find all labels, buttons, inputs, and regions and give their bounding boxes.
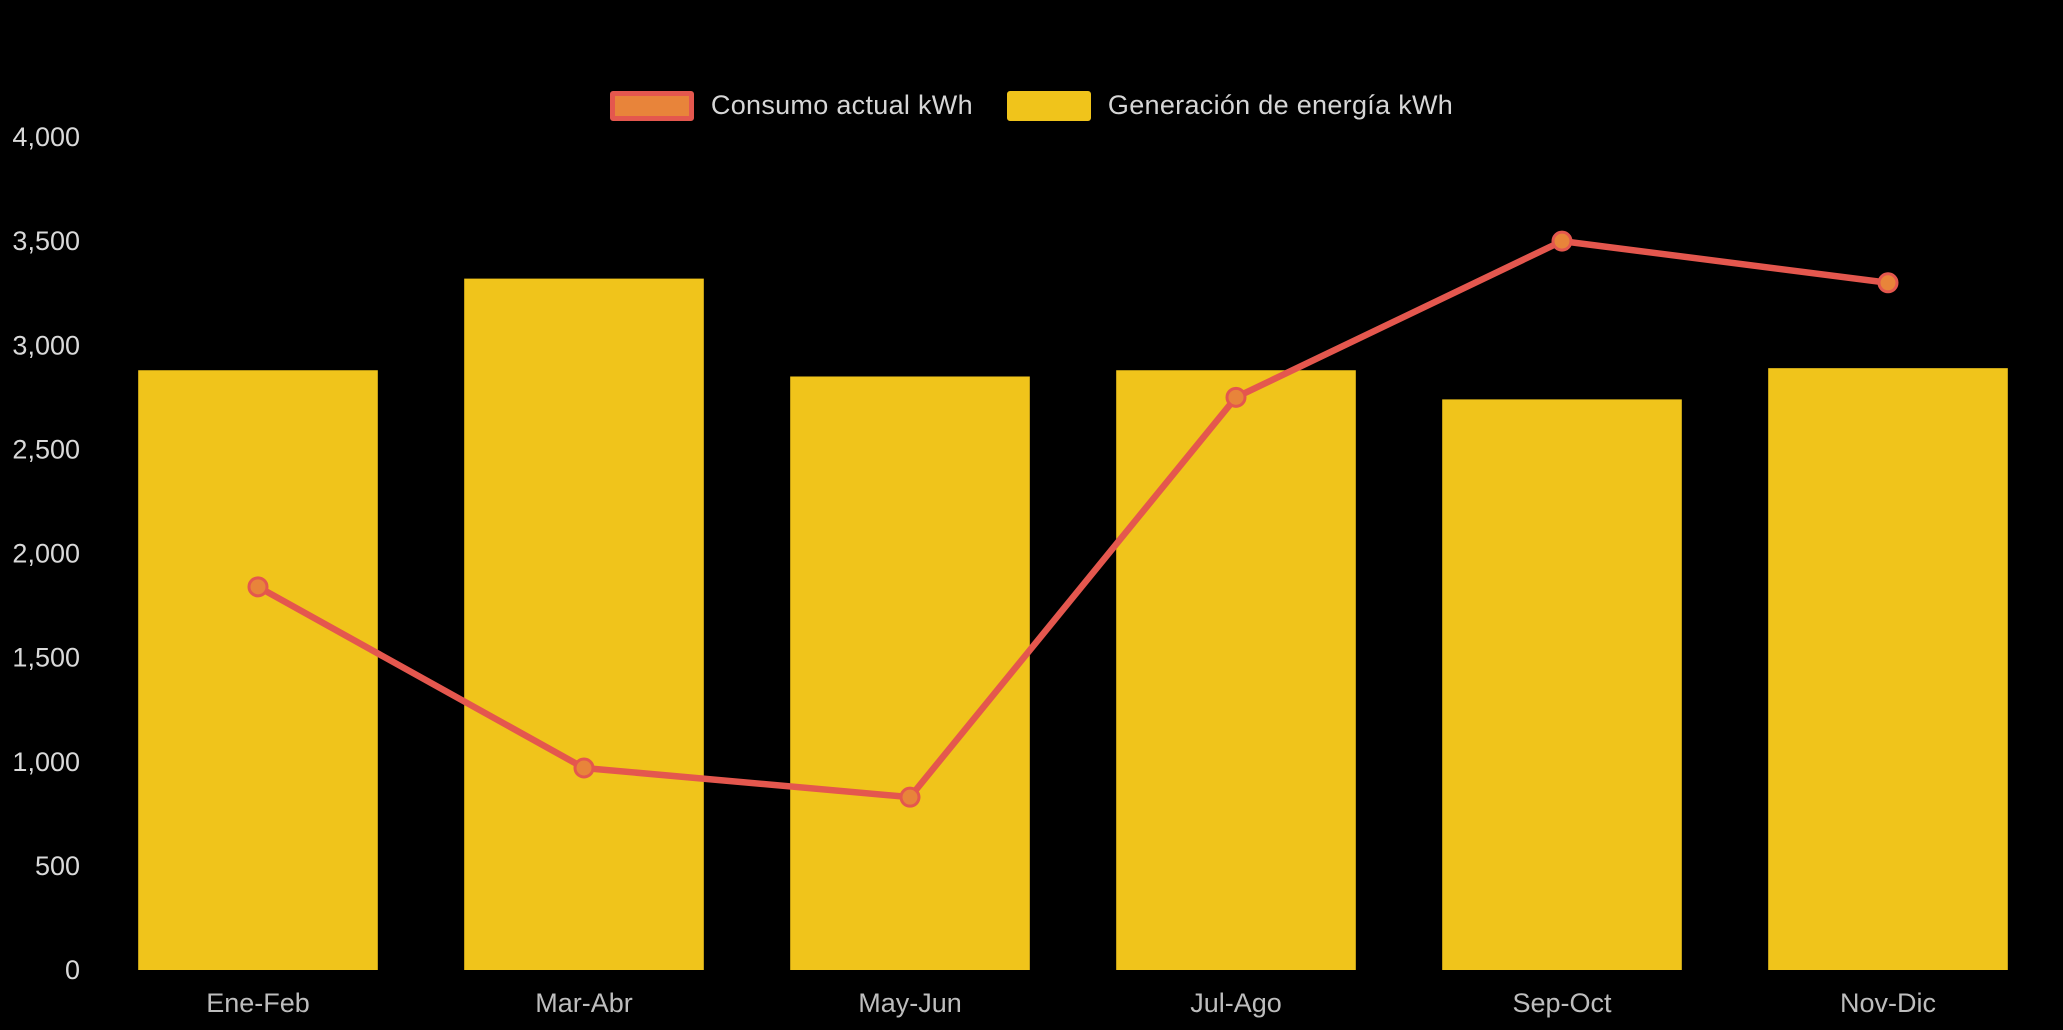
y-axis-tick-label: 500: [35, 851, 80, 881]
consumo-actual-swatch-icon: [609, 90, 694, 121]
y-axis-tick-label: 3,000: [12, 330, 80, 360]
y-axis-tick-label: 2,500: [12, 434, 80, 464]
y-axis-tick-label: 4,000: [12, 122, 80, 152]
y-axis-tick-label: 3,500: [12, 226, 80, 256]
bar-Ene-Feb: [138, 370, 378, 970]
x-axis-label-Mar-Abr: Mar-Abr: [535, 988, 633, 1018]
legend: Consumo actual kWh Generación de energía…: [0, 90, 2063, 121]
x-axis-label-May-Jun: May-Jun: [858, 988, 962, 1018]
x-axis-label-Sep-Oct: Sep-Oct: [1512, 988, 1612, 1018]
y-axis-tick-label: 2,000: [12, 539, 80, 569]
line-point-May-Jun: [899, 786, 921, 808]
consumo-actual-line: [254, 237, 1892, 801]
bar-Nov-Dic: [1768, 368, 2008, 971]
line-point-Jul-Ago: [1225, 386, 1247, 408]
bar-Sep-Oct: [1442, 399, 1682, 970]
line-point-Mar-Abr: [573, 757, 595, 779]
legend-label-consumo-actual: Consumo actual kWh: [710, 90, 973, 120]
bar-May-Jun: [790, 376, 1030, 970]
legend-label-generacion-energia: Generación de energía kWh: [1107, 90, 1454, 120]
legend-item-generacion-energia[interactable]: Generación de energía kWh: [1006, 90, 1454, 121]
generacion-energia-swatch-icon: [1006, 90, 1091, 121]
line-point-Nov-Dic: [1877, 272, 1899, 294]
legend-item-consumo-actual[interactable]: Consumo actual kWh: [609, 90, 973, 121]
y-axis-tick-label: 1,500: [12, 643, 80, 673]
x-axis-label-Nov-Dic: Nov-Dic: [1840, 988, 1936, 1018]
line-point-Ene-Feb: [247, 576, 269, 598]
x-axis-label-Jul-Ago: Jul-Ago: [1190, 988, 1282, 1018]
y-axis-tick-label: 1,000: [12, 747, 80, 777]
bar-Jul-Ago: [1116, 370, 1356, 970]
bar-Mar-Abr: [464, 278, 704, 970]
y-axis-tick-label: 0: [65, 955, 80, 985]
x-axis-label-Ene-Feb: Ene-Feb: [206, 988, 310, 1018]
line-point-Sep-Oct: [1551, 230, 1573, 252]
